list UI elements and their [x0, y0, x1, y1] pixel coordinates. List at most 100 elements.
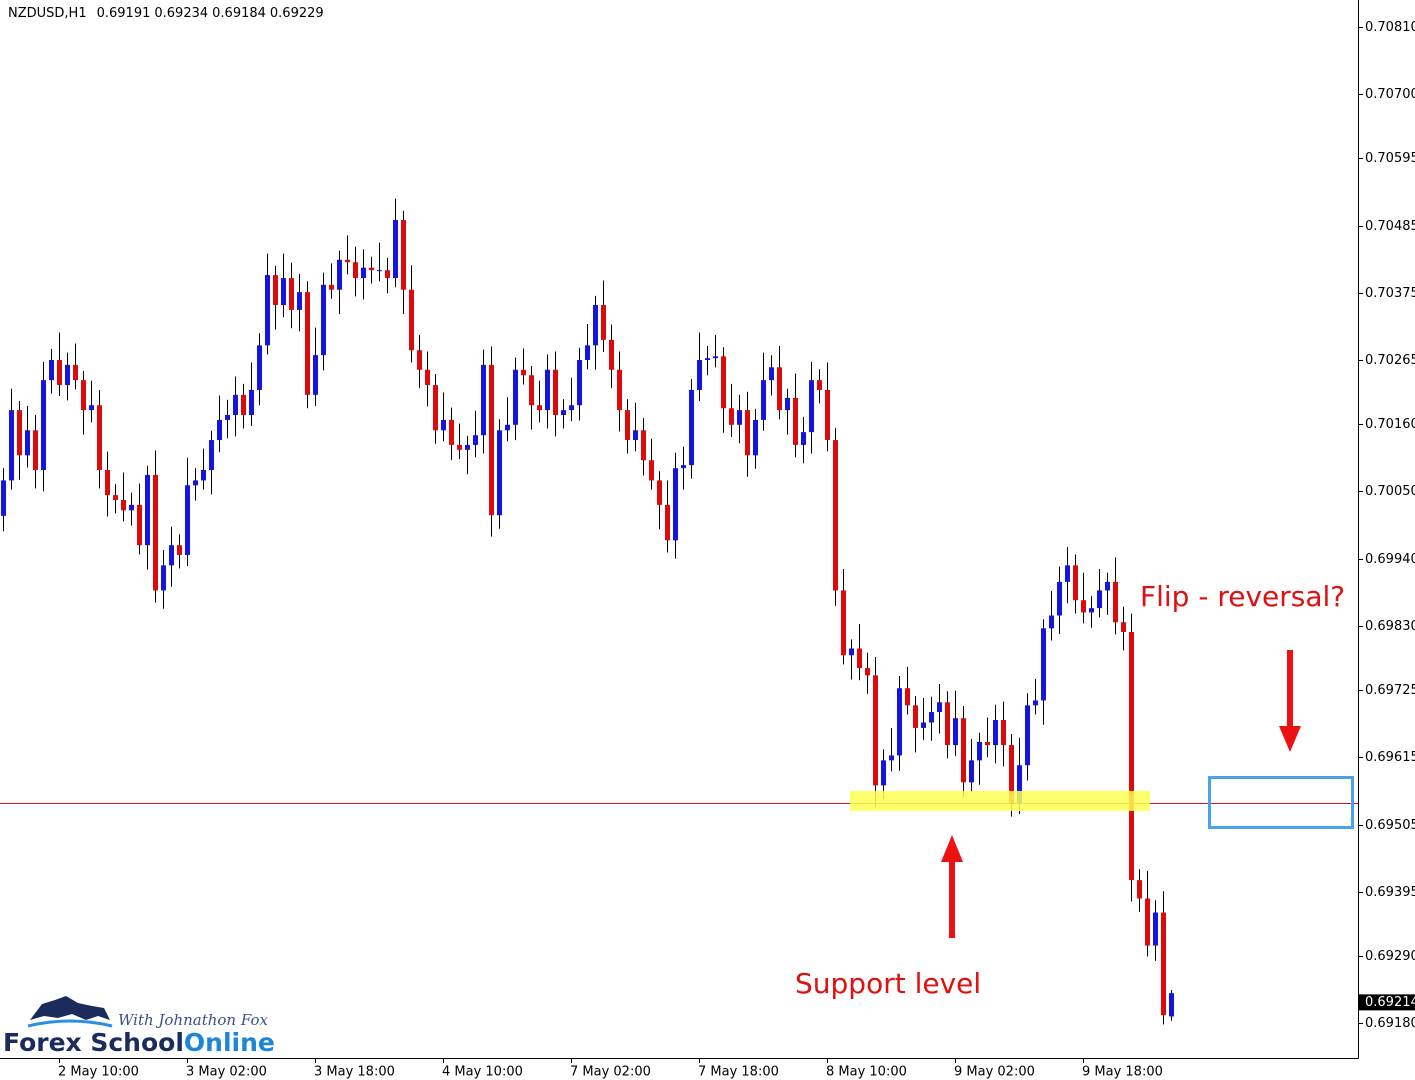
- candle-body: [161, 565, 166, 591]
- candle-body: [657, 480, 662, 505]
- candle-body: [257, 345, 262, 390]
- candle-body: [425, 369, 430, 386]
- candle-body: [193, 480, 198, 486]
- candle-body: [881, 760, 886, 786]
- candle-body: [185, 485, 190, 555]
- candle-body: [177, 545, 182, 555]
- candle-body: [665, 504, 670, 541]
- candle-body: [97, 405, 102, 471]
- candle-body: [593, 304, 598, 346]
- candle-body: [633, 430, 638, 441]
- candle-body: [361, 267, 366, 279]
- candle-body: [369, 267, 374, 271]
- x-tick-label: 4 May 10:00: [442, 1065, 523, 1080]
- candle-body: [545, 369, 550, 411]
- y-tick-label: 0.69615: [1365, 750, 1415, 765]
- candle-body: [241, 394, 246, 416]
- candle-body: [337, 259, 342, 290]
- y-tick-label: 0.69940: [1365, 552, 1415, 567]
- candle-body: [489, 364, 494, 516]
- x-tick-label: 7 May 02:00: [570, 1065, 651, 1080]
- candle-body: [121, 499, 126, 511]
- candle-body: [353, 262, 358, 279]
- candle-body: [505, 424, 510, 431]
- logo-swoosh: [27, 1019, 113, 1028]
- candle-body: [929, 712, 934, 723]
- candle-body: [873, 675, 878, 786]
- candle-body: [201, 470, 206, 481]
- candle-body: [1089, 608, 1094, 613]
- candle-body: [169, 545, 174, 566]
- candle-body: [681, 465, 686, 469]
- candle-body: [49, 360, 54, 381]
- candle-body: [1025, 705, 1030, 766]
- candle-body: [217, 419, 222, 441]
- candle-body: [65, 364, 70, 386]
- candle-body: [721, 356, 726, 409]
- arrow-down-shaft: [1287, 650, 1293, 728]
- candle-body: [729, 408, 734, 425]
- candle-body: [153, 474, 158, 591]
- candle-body: [273, 275, 278, 305]
- candle-body: [497, 430, 502, 516]
- candle-body: [641, 430, 646, 461]
- candle-body: [457, 444, 462, 450]
- candle-body: [601, 304, 606, 340]
- candle-body: [913, 705, 918, 728]
- candle-body: [753, 419, 758, 456]
- annotation: Support level: [795, 967, 981, 1000]
- y-tick-label: 0.69505: [1365, 818, 1415, 833]
- candle-body: [561, 410, 566, 416]
- candle-body: [1105, 581, 1110, 591]
- candle-body: [297, 292, 302, 310]
- logo-name-main: Forex School: [3, 1028, 184, 1057]
- y-tick-label: 0.70810: [1365, 20, 1415, 35]
- candle-body: [649, 460, 654, 481]
- candle-body: [225, 415, 230, 420]
- y-tick-label: 0.70375: [1365, 286, 1415, 301]
- candle-body: [1153, 912, 1158, 946]
- logo-animals: [30, 996, 110, 1020]
- candle-body: [1009, 745, 1014, 804]
- candle-body: [1, 480, 6, 516]
- candle-body: [113, 495, 118, 500]
- candle-body: [521, 369, 526, 376]
- candle-body: [1137, 880, 1142, 899]
- candle-body: [529, 375, 534, 406]
- candle-body: [33, 430, 38, 471]
- candle-body: [897, 688, 902, 756]
- x-tick-label: 3 May 02:00: [186, 1065, 267, 1080]
- candle-body: [385, 270, 390, 279]
- candle-body: [329, 284, 334, 290]
- candle-body: [577, 360, 582, 406]
- candle-body: [953, 718, 958, 746]
- candle-body: [617, 369, 622, 411]
- candle-body: [25, 430, 30, 456]
- candle-body: [705, 358, 710, 361]
- candle-body: [1113, 581, 1118, 623]
- candle-body: [625, 410, 630, 441]
- candle-body: [513, 369, 518, 425]
- annotation: Flip - reversal?: [1140, 580, 1345, 613]
- candle-body: [1001, 720, 1006, 746]
- candle-body: [401, 220, 406, 290]
- candle-body: [1057, 581, 1062, 616]
- candle-body: [585, 345, 590, 361]
- y-tick-label: 0.70595: [1365, 151, 1415, 166]
- candle-body: [81, 380, 86, 411]
- candle-body: [537, 405, 542, 411]
- candle-body: [409, 289, 414, 351]
- candle-body: [1041, 628, 1046, 701]
- x-tick-label: 9 May 02:00: [954, 1065, 1035, 1080]
- x-tick-label: 7 May 18:00: [698, 1065, 779, 1080]
- candle-body: [105, 470, 110, 496]
- candle-body: [145, 474, 150, 546]
- candle-body: [377, 270, 382, 272]
- candle-body: [1065, 565, 1070, 582]
- candle-body: [609, 339, 614, 370]
- candle-body: [841, 590, 846, 656]
- candle-body: [569, 405, 574, 411]
- candle-body: [89, 405, 94, 411]
